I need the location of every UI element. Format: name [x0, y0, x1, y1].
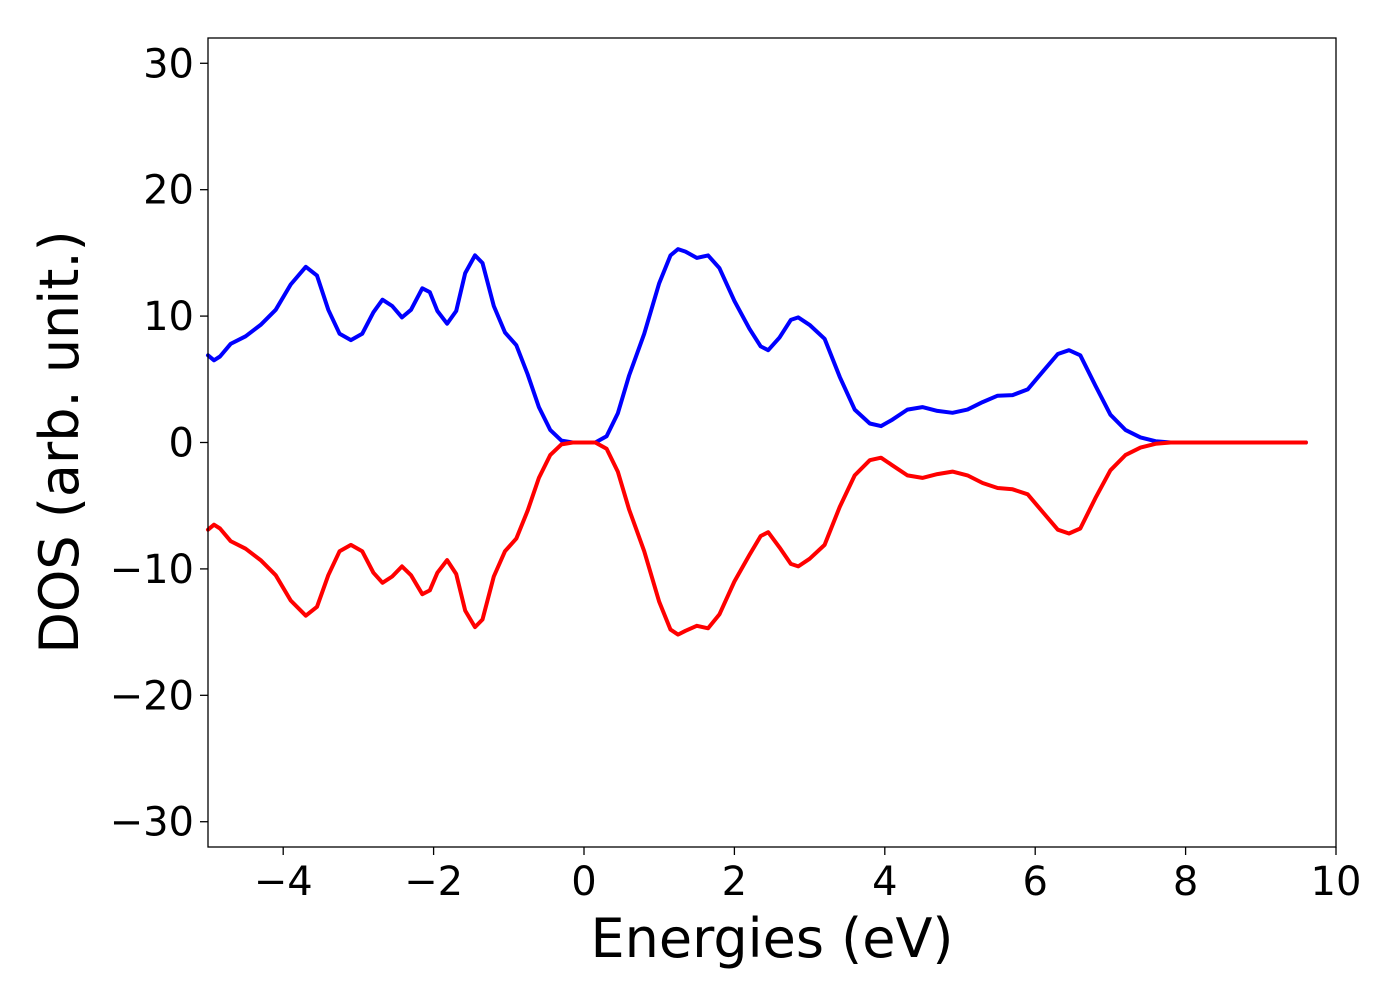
series-line-1 [206, 247, 1308, 445]
y-tick-label: −20 [110, 673, 194, 719]
x-tick-label: 8 [1173, 859, 1198, 905]
y-axis-label: DOS (arb. unit.) [28, 230, 91, 653]
x-tick-label: 2 [722, 859, 747, 905]
y-tick-label: 20 [143, 168, 194, 214]
series-line-2 [206, 440, 1308, 637]
y-axis-ticks: −30 −20 −10 0 10 20 30 [110, 41, 208, 846]
x-tick-label: 0 [571, 859, 596, 905]
x-tick-label: −2 [404, 859, 463, 905]
x-tick-label: 10 [1311, 859, 1362, 905]
y-tick-label: −10 [110, 547, 194, 593]
series-layer [206, 247, 1308, 637]
x-axis-ticks: −4 −2 0 2 4 6 8 10 [254, 847, 1362, 905]
x-tick-label: 6 [1022, 859, 1047, 905]
y-tick-label: 30 [143, 41, 194, 87]
y-tick-label: −30 [110, 800, 194, 846]
x-axis-label: Energies (eV) [591, 907, 954, 970]
y-tick-label: 10 [143, 294, 194, 340]
x-tick-label: 4 [872, 859, 897, 905]
x-tick-label: −4 [254, 859, 313, 905]
y-tick-label: 0 [169, 421, 194, 467]
